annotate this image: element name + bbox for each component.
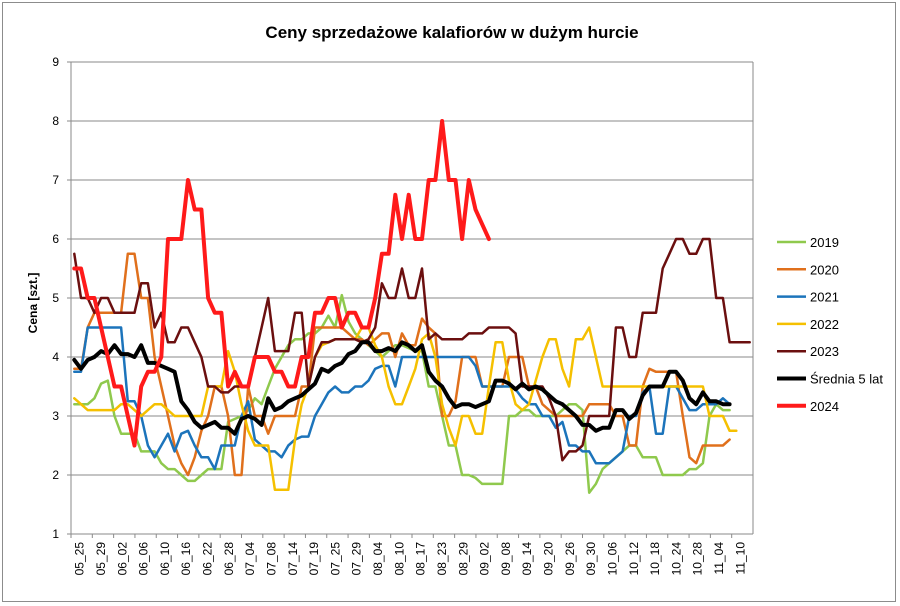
x-tick-label: 06_28 <box>222 542 236 576</box>
series-lines <box>72 119 751 494</box>
y-tick-label: 1 <box>52 527 59 541</box>
series-line-2019 <box>73 293 731 494</box>
x-tick-label: 10_24 <box>669 542 683 576</box>
x-tick-label: 08_17 <box>414 542 428 576</box>
x-tick-label: 08_04 <box>371 542 385 576</box>
x-tick-label: 08_23 <box>435 542 449 576</box>
legend-label: 2022 <box>810 317 839 332</box>
legend: 2019 2020 2021 2022 2023 Średnia 5 lat 2024 <box>777 235 883 414</box>
line-chart: 1 2 3 4 5 6 7 8 9 05_25 05_29 06_02 06_06 06_10 06_16 0… <box>26 23 883 576</box>
y-tick-label: 4 <box>52 350 59 364</box>
x-tick-label: 10_12 <box>627 542 641 576</box>
x-tick-label: 06_06 <box>137 542 151 576</box>
legend-label: 2020 <box>810 262 839 277</box>
y-tick-label: 7 <box>52 173 59 187</box>
x-tick-label: 06_22 <box>201 542 215 576</box>
x-tick-label: 06_10 <box>158 542 172 576</box>
x-tick-label: 07_29 <box>350 542 364 576</box>
y-tick-label: 6 <box>52 232 59 246</box>
x-tick-label: 06_16 <box>179 542 193 576</box>
x-tick-label: 10_06 <box>605 542 619 576</box>
y-tick-label: 9 <box>52 55 59 69</box>
x-tick-label: 10_28 <box>691 542 705 576</box>
x-tick-label: 11_10 <box>733 542 747 575</box>
x-tick-label: 09_14 <box>520 542 534 576</box>
x-tick-label: 05_29 <box>94 542 108 576</box>
series-line-2023 <box>73 237 751 462</box>
y-tick-label: 8 <box>52 114 59 128</box>
series-line-2020 <box>73 252 731 477</box>
x-tick-label: 07_14 <box>286 542 300 576</box>
y-axis-label: Cena [szt.] <box>26 273 40 334</box>
x-tick-label: 07_19 <box>307 542 321 576</box>
x-tick-label: 09_02 <box>478 542 492 576</box>
x-tick-label: 07_04 <box>243 542 257 576</box>
series-line--rednia-5-lat <box>72 340 732 436</box>
y-tick-label: 2 <box>52 468 59 482</box>
x-tick-label: 10_18 <box>648 542 662 576</box>
chart-title: Ceny sprzedażowe kalafiorów w dużym hurc… <box>265 23 638 42</box>
x-tick-label: 08_10 <box>392 542 406 576</box>
x-tick-label: 08_29 <box>456 542 470 576</box>
x-tick-label: 09_20 <box>542 542 556 576</box>
x-tick-label: 07_08 <box>264 542 278 576</box>
series-line-2024 <box>72 119 491 448</box>
legend-label: 2023 <box>810 344 839 359</box>
series-line-2021 <box>73 326 731 471</box>
x-tick-label: 07_25 <box>328 542 342 576</box>
x-tick-label: 11_04 <box>712 542 726 575</box>
x-tick-label: 09_08 <box>499 542 513 576</box>
x-tick-label: 05_25 <box>73 542 87 576</box>
legend-label: Średnia 5 lat <box>810 372 883 387</box>
y-tick-label: 3 <box>52 409 59 423</box>
legend-label: 2024 <box>810 399 839 414</box>
x-tick-label: 09_26 <box>563 542 577 576</box>
series-line-2022 <box>73 326 738 492</box>
legend-label: 2021 <box>810 290 839 305</box>
x-tick-label: 06_02 <box>115 542 129 576</box>
axes: 1 2 3 4 5 6 7 8 9 05_25 05_29 06_02 06_06 06_10 06_16 0… <box>52 55 754 576</box>
legend-label: 2019 <box>810 235 839 250</box>
y-tick-label: 5 <box>52 291 59 305</box>
x-tick-label: 09_30 <box>584 542 598 576</box>
